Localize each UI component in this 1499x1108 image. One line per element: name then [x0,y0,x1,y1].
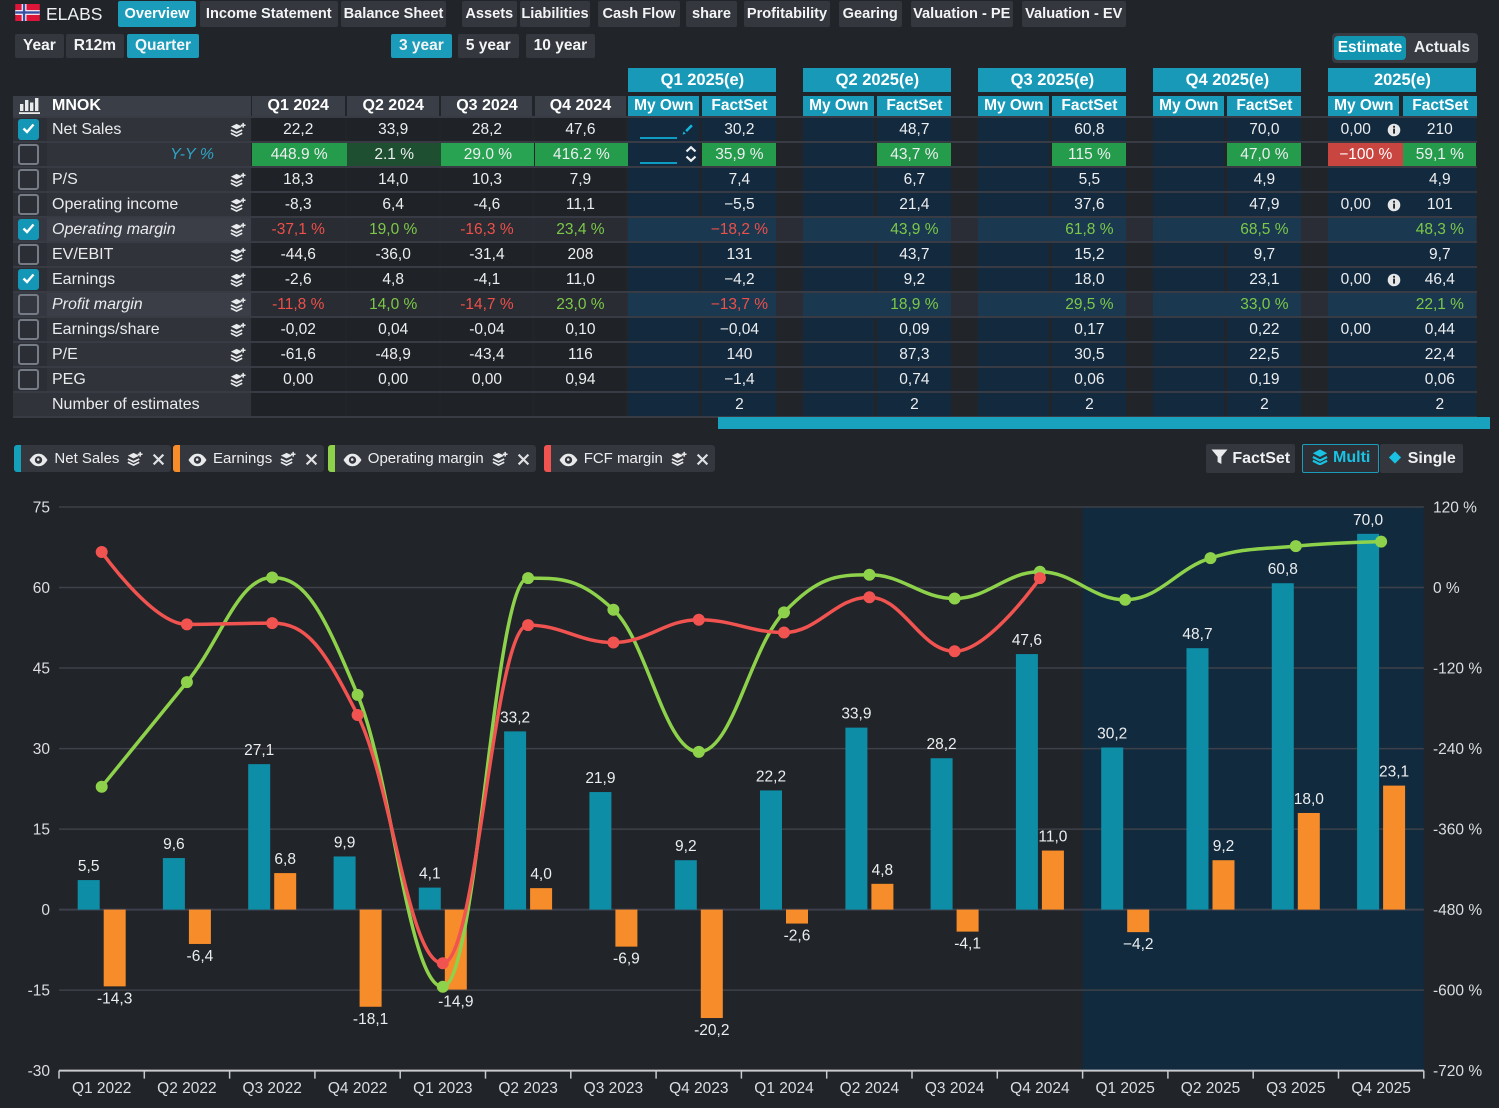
svg-text:Q4 2025: Q4 2025 [1351,1080,1410,1097]
svg-text:-6,4: -6,4 [187,948,214,965]
svg-text:60: 60 [33,580,51,597]
svg-text:Q4 2024: Q4 2024 [1010,1080,1070,1097]
svg-text:9,6: 9,6 [163,836,185,853]
svg-text:-14,9: -14,9 [438,994,473,1011]
svg-text:-2,6: -2,6 [784,928,811,945]
svg-text:Q3 2023: Q3 2023 [584,1080,643,1097]
svg-text:75: 75 [33,500,50,517]
svg-text:−4,2: −4,2 [1123,936,1154,953]
svg-text:Q2 2023: Q2 2023 [498,1080,557,1097]
svg-text:0: 0 [41,902,50,919]
svg-text:21,9: 21,9 [585,770,615,787]
svg-text:4,8: 4,8 [872,862,894,879]
svg-text:-480 %: -480 % [1433,902,1482,919]
svg-text:-240 %: -240 % [1433,741,1482,758]
svg-text:4,1: 4,1 [419,866,441,883]
svg-text:15: 15 [33,822,50,839]
svg-text:Q3 2024: Q3 2024 [925,1080,985,1097]
svg-text:70,0: 70,0 [1353,512,1384,529]
svg-text:30: 30 [33,741,51,758]
svg-text:9,9: 9,9 [334,835,356,852]
svg-text:45: 45 [33,661,50,678]
svg-text:6,8: 6,8 [274,851,296,868]
svg-text:-4,1: -4,1 [954,936,981,953]
svg-text:48,7: 48,7 [1182,626,1212,643]
svg-text:-120 %: -120 % [1433,661,1482,678]
svg-text:11,0: 11,0 [1038,829,1067,846]
svg-text:-15: -15 [28,983,50,1000]
svg-text:Q3 2022: Q3 2022 [242,1080,301,1097]
svg-text:Q2 2024: Q2 2024 [840,1080,900,1097]
svg-text:9,2: 9,2 [675,838,697,855]
svg-text:47,6: 47,6 [1012,632,1042,649]
svg-text:5,5: 5,5 [78,858,100,875]
svg-text:Q3 2025: Q3 2025 [1266,1080,1325,1097]
svg-text:Q4 2023: Q4 2023 [669,1080,728,1097]
svg-text:33,2: 33,2 [500,709,530,726]
svg-text:-600 %: -600 % [1433,983,1482,1000]
svg-text:-360 %: -360 % [1433,822,1482,839]
svg-text:4,0: 4,0 [530,866,552,883]
svg-text:18,0: 18,0 [1294,791,1325,808]
svg-text:-6,9: -6,9 [613,951,640,968]
svg-text:-20,2: -20,2 [694,1022,729,1039]
svg-text:33,9: 33,9 [841,706,871,723]
svg-text:27,1: 27,1 [244,742,274,759]
svg-text:-18,1: -18,1 [353,1011,388,1028]
svg-text:Q1 2023: Q1 2023 [413,1080,472,1097]
svg-text:23,1: 23,1 [1379,764,1409,781]
svg-text:-720 %: -720 % [1433,1063,1482,1080]
svg-text:Q1 2024: Q1 2024 [754,1080,814,1097]
svg-text:Q2 2025: Q2 2025 [1181,1080,1240,1097]
svg-text:120 %: 120 % [1433,500,1477,517]
svg-text:-30: -30 [28,1063,51,1080]
svg-text:22,2: 22,2 [756,768,786,785]
svg-text:0 %: 0 % [1433,580,1460,597]
svg-text:28,2: 28,2 [927,736,957,753]
svg-text:Q2 2022: Q2 2022 [157,1080,216,1097]
svg-text:9,2: 9,2 [1213,838,1235,855]
svg-text:Q4 2022: Q4 2022 [328,1080,387,1097]
svg-text:60,8: 60,8 [1268,561,1298,578]
svg-text:30,2: 30,2 [1097,726,1127,743]
svg-text:Q1 2025: Q1 2025 [1095,1080,1154,1097]
svg-text:-14,3: -14,3 [97,990,132,1007]
svg-text:Q1 2022: Q1 2022 [72,1080,131,1097]
